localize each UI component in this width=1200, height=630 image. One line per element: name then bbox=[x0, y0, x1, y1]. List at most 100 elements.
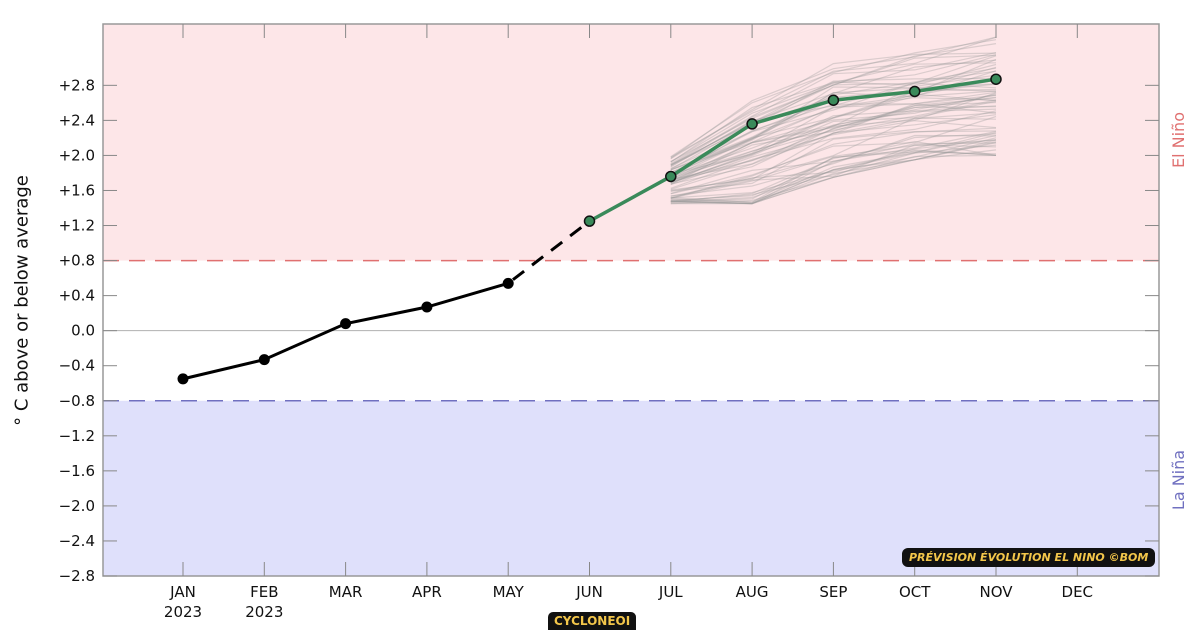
ensemble-member-line bbox=[670, 90, 997, 171]
observed-point bbox=[258, 354, 270, 366]
ensemble-member-line bbox=[670, 140, 997, 203]
x-tick-label: APR bbox=[412, 583, 442, 601]
x-tick-label: 2023 bbox=[164, 603, 202, 621]
ensemble-member-line bbox=[670, 114, 997, 191]
la-nina-label: La Niña bbox=[1169, 450, 1188, 510]
y-tick-label: −1.6 bbox=[59, 462, 95, 480]
x-tick-label: SEP bbox=[819, 583, 847, 601]
ensemble-member-line bbox=[670, 127, 997, 199]
y-tick-label: −0.8 bbox=[59, 392, 95, 410]
x-tick-label: JUN bbox=[575, 583, 603, 601]
ensemble-member-line bbox=[670, 135, 997, 203]
y-tick-label: −2.0 bbox=[59, 497, 95, 515]
ensemble-member-line bbox=[670, 74, 997, 178]
ensemble-member-line bbox=[670, 150, 997, 205]
ensemble-member-line bbox=[670, 99, 997, 184]
ensemble-member-line bbox=[670, 100, 997, 183]
x-tick-label: MAY bbox=[493, 583, 525, 601]
x-tick-label: DEC bbox=[1062, 583, 1094, 601]
ensemble-member-line bbox=[670, 93, 997, 182]
ensemble-member-line bbox=[670, 93, 997, 175]
observed-point bbox=[502, 277, 514, 289]
ensemble-member-line bbox=[670, 59, 997, 167]
la-nina-zone bbox=[103, 400, 1159, 576]
y-tick-label: −2.4 bbox=[59, 532, 95, 550]
ensemble-member-line bbox=[670, 96, 997, 181]
y-tick-label: 0.0 bbox=[71, 322, 95, 340]
y-tick-label: −1.2 bbox=[59, 427, 95, 445]
ensemble-member-line bbox=[670, 83, 997, 177]
ensemble-member-line bbox=[670, 36, 997, 158]
ensemble-member-line bbox=[670, 63, 997, 166]
ensemble-member-line bbox=[670, 94, 997, 180]
ensemble-member-line bbox=[670, 52, 997, 165]
ensemble-member-line bbox=[670, 142, 997, 204]
ensemble-member-line bbox=[670, 137, 997, 199]
ensemble-member-line bbox=[670, 82, 997, 175]
ensemble-member-line bbox=[670, 115, 997, 195]
ensemble-member-line bbox=[670, 130, 997, 192]
observed-point bbox=[421, 301, 433, 313]
ensemble-member-line bbox=[670, 101, 997, 183]
ensemble-member-line bbox=[670, 149, 997, 203]
y-tick-label: +2.4 bbox=[59, 111, 95, 129]
ensemble-member-line bbox=[670, 108, 997, 181]
ensemble-member-line bbox=[670, 134, 997, 197]
ensemble-member-line bbox=[670, 112, 997, 190]
forecast-mean-line bbox=[588, 77, 997, 223]
ensemble-member-line bbox=[670, 149, 997, 205]
y-tick-label: +1.6 bbox=[59, 181, 95, 199]
ensemble-member-line bbox=[670, 77, 997, 166]
x-tick-label: MAR bbox=[329, 583, 363, 601]
x-tick-label: JUL bbox=[658, 583, 683, 601]
ensemble-member-line bbox=[670, 87, 997, 175]
y-tick-label: +1.2 bbox=[59, 217, 95, 235]
observed-point bbox=[177, 373, 189, 385]
x-tick-label: NOV bbox=[979, 583, 1013, 601]
ensemble-member-line bbox=[670, 54, 997, 163]
ensemble-member-line bbox=[670, 120, 997, 186]
site-watermark: CYCLONEOI bbox=[548, 612, 637, 630]
el-nino-label: El Niño bbox=[1169, 112, 1188, 168]
ensemble-member-line bbox=[670, 52, 997, 160]
y-tick-label: +0.4 bbox=[59, 287, 95, 305]
ensemble-member-line bbox=[670, 54, 997, 166]
ensemble-member-line bbox=[670, 36, 997, 159]
y-tick-label: −0.4 bbox=[59, 357, 95, 375]
ensemble-member-line bbox=[670, 151, 997, 203]
x-tick-label: AUG bbox=[736, 583, 769, 601]
ensemble-member-line bbox=[670, 92, 997, 181]
ensemble-member-line bbox=[670, 142, 997, 195]
forecast-point bbox=[908, 85, 921, 98]
x-tick-label: FEB bbox=[250, 583, 278, 601]
ensemble-member-line bbox=[670, 139, 997, 199]
ensemble-member-line bbox=[670, 79, 997, 171]
forecast-point bbox=[990, 73, 1002, 85]
ensemble-member-line bbox=[670, 106, 997, 185]
ensemble-member-line bbox=[670, 94, 997, 179]
forecast-point bbox=[827, 94, 840, 106]
y-tick-label: +0.8 bbox=[59, 252, 95, 270]
observed-point bbox=[340, 318, 352, 330]
ensemble-member-line bbox=[670, 39, 997, 158]
ensemble-member-line bbox=[670, 141, 997, 205]
bom-watermark: PRÉVISION ÉVOLUTION EL NINO ©BOM bbox=[902, 548, 1156, 567]
ensemble-member-line bbox=[670, 154, 997, 205]
ensemble-member-line bbox=[670, 110, 997, 189]
ensemble-member-line bbox=[670, 43, 997, 163]
ensemble-member-line bbox=[670, 144, 997, 197]
ensemble-member-line bbox=[670, 103, 997, 183]
ensemble-member-line bbox=[670, 133, 997, 201]
ensemble-member-line bbox=[670, 132, 997, 203]
x-tick-label: JAN bbox=[169, 583, 196, 601]
x-tick-label: 2023 bbox=[245, 603, 283, 621]
forecast-point bbox=[665, 170, 677, 183]
ensemble-member-line bbox=[670, 55, 997, 166]
ensemble-member-line bbox=[670, 139, 997, 199]
ensemble-member-line bbox=[670, 97, 997, 185]
forecast-point bbox=[583, 215, 596, 227]
ensemble-member-line bbox=[670, 139, 997, 205]
ensemble-member-line bbox=[670, 97, 997, 179]
ensemble-member-line bbox=[670, 62, 997, 163]
